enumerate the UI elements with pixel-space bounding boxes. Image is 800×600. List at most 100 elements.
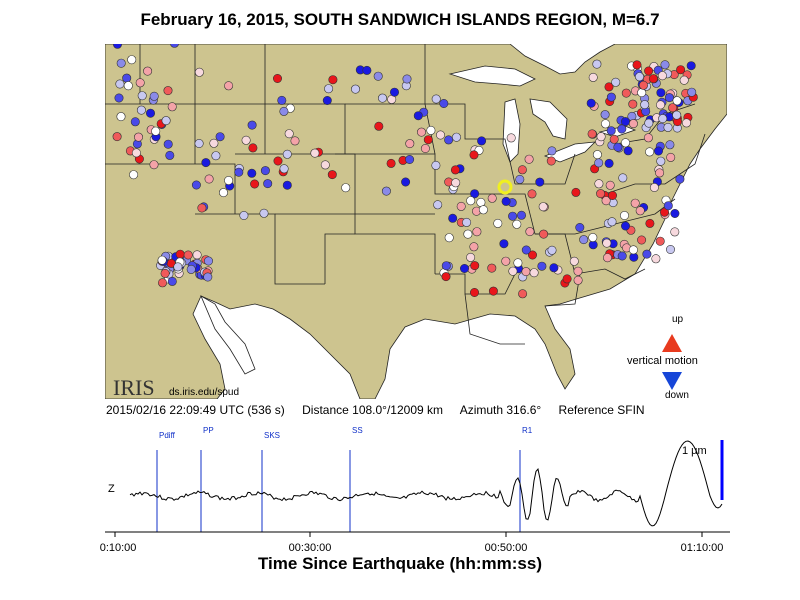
station-marker <box>402 74 412 84</box>
time-tick-label: 00:50:00 <box>485 542 528 554</box>
station-marker <box>426 125 436 135</box>
station-marker <box>149 91 159 101</box>
station-marker <box>588 72 598 82</box>
station-marker <box>487 263 497 273</box>
station-marker <box>596 132 606 142</box>
station-marker <box>658 114 668 124</box>
station-marker <box>472 227 482 237</box>
station-marker <box>322 95 332 105</box>
station-marker <box>444 135 454 145</box>
station-marker <box>619 211 629 221</box>
station-marker <box>282 149 292 159</box>
station-marker <box>470 189 480 199</box>
lake-huron <box>529 98 568 140</box>
station-marker <box>600 119 610 129</box>
station-marker <box>186 264 196 274</box>
legend-vertical-label: vertical motion <box>627 355 698 367</box>
station-marker <box>116 58 126 68</box>
station-marker <box>686 61 696 71</box>
station-marker <box>575 223 585 233</box>
seismogram-svg: Pdiff PP SKS SS R1 Z 00:10:00 00:30:00 00:50:0… <box>94 426 730 554</box>
station-marker <box>448 213 458 223</box>
station-marker <box>606 92 616 102</box>
station-marker <box>201 158 211 168</box>
station-marker <box>194 67 204 77</box>
station-marker <box>433 200 443 210</box>
state-borders <box>105 44 706 345</box>
station-marker <box>431 160 441 170</box>
station-marker <box>456 201 466 211</box>
station-marker <box>191 180 201 190</box>
station-marker <box>506 133 516 143</box>
station-marker <box>477 136 487 146</box>
station-marker <box>668 103 678 113</box>
station-marker <box>546 156 556 166</box>
station-marker <box>324 84 334 94</box>
station-marker <box>197 203 207 213</box>
station-marker <box>328 75 338 85</box>
motion-legend: up vertical motion down <box>627 314 698 401</box>
station-marker <box>651 254 661 264</box>
station-marker <box>663 201 673 211</box>
station-marker <box>656 88 666 98</box>
station-marker <box>681 118 691 128</box>
station-marker <box>381 186 391 196</box>
time-tick-label: 01:10:00 <box>681 542 724 554</box>
station-marker <box>462 217 472 227</box>
station-marker <box>241 135 251 145</box>
station-marker <box>209 138 219 148</box>
station-marker <box>493 218 503 228</box>
event-time: 2015/02/16 22:09:49 UTC (536 s) <box>106 403 285 417</box>
station-marker <box>601 196 611 206</box>
station-marker <box>628 245 638 255</box>
station-marker <box>537 261 547 271</box>
lake-superior <box>448 65 536 87</box>
station-marker <box>478 205 488 215</box>
time-ticks: 00:10:00 00:30:00 00:50:00 01:10:00 <box>94 532 724 554</box>
station-marker <box>341 183 351 193</box>
station-marker <box>644 118 654 128</box>
station-marker <box>665 245 675 255</box>
station-marker <box>643 133 653 143</box>
phase-lines: Pdiff PP SKS SS R1 <box>156 426 533 532</box>
station-marker <box>374 121 384 131</box>
station-marker <box>470 261 480 271</box>
station-marker <box>527 250 537 260</box>
station-marker <box>451 178 461 188</box>
station-marker <box>501 256 511 266</box>
station-marker <box>499 239 509 249</box>
station-marker <box>513 258 523 268</box>
station-marker <box>653 146 663 156</box>
lake-erie <box>543 141 597 163</box>
station-marker <box>508 211 518 221</box>
station-marker <box>469 150 479 160</box>
station-marker <box>203 272 213 282</box>
event-reference: Reference SFIN <box>558 403 645 417</box>
station-marker <box>386 158 396 168</box>
station-marker <box>630 198 640 208</box>
station-marker <box>592 150 602 160</box>
station-marker <box>441 272 451 282</box>
station-marker <box>539 229 549 239</box>
station-marker <box>279 164 289 174</box>
station-marker <box>628 99 638 109</box>
station-marker <box>123 81 133 91</box>
station-marker <box>175 249 185 259</box>
station-marker <box>167 276 177 286</box>
station-marker <box>602 238 612 248</box>
station-marker <box>665 140 675 150</box>
station-marker <box>129 170 139 180</box>
station-marker <box>211 151 221 161</box>
station-marker <box>133 132 143 142</box>
iris-logo: IRIS ds.iris.edu/spud <box>113 375 239 400</box>
station-marker <box>416 127 426 137</box>
station-marker <box>613 142 623 152</box>
station-marker <box>405 139 415 149</box>
station-marker <box>672 110 682 120</box>
station-marker <box>632 60 642 70</box>
phase-label: SKS <box>264 431 280 440</box>
station-marker <box>605 180 615 190</box>
station-marker <box>273 73 283 83</box>
station-marker <box>657 71 667 81</box>
station-marker <box>640 100 650 110</box>
